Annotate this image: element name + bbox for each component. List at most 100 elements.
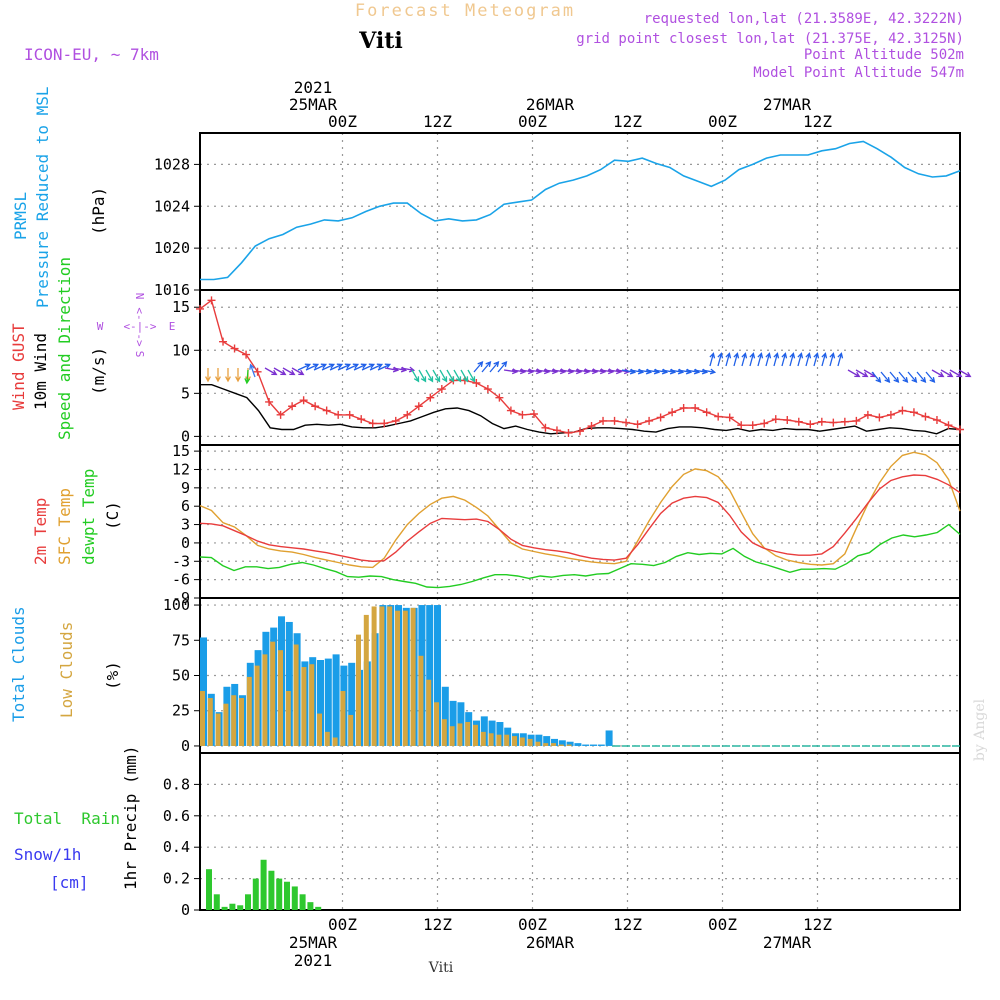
wind-arrow bbox=[781, 352, 788, 367]
low-cloud-bar bbox=[418, 655, 424, 746]
rain-bar bbox=[291, 886, 298, 910]
rain-bar bbox=[237, 905, 244, 910]
low-cloud-bar bbox=[551, 743, 556, 746]
gust-marker bbox=[311, 402, 320, 411]
rain-label: Total Rain bbox=[14, 809, 120, 828]
pressure-line bbox=[200, 140, 961, 281]
gust-marker bbox=[276, 410, 285, 419]
rain-bar bbox=[221, 906, 228, 910]
gust-marker bbox=[806, 420, 815, 429]
top-tick-label: 00Z bbox=[518, 112, 547, 131]
low-cloud-bar bbox=[348, 714, 354, 746]
rain-bar bbox=[213, 894, 220, 910]
gust-marker bbox=[242, 350, 251, 359]
top-tick-label: 12Z bbox=[803, 112, 832, 131]
low-cloud-bar bbox=[527, 738, 533, 746]
wind-arrow bbox=[432, 369, 441, 383]
wind-arrow bbox=[765, 352, 772, 367]
y-tick-label: 3 bbox=[181, 516, 190, 534]
rain-bar bbox=[229, 903, 236, 910]
wind-arrow bbox=[418, 369, 427, 383]
wind-arrow bbox=[460, 369, 469, 383]
point-altitude: Point Altitude 502m bbox=[804, 47, 964, 63]
gust-marker bbox=[852, 416, 861, 425]
gust-marker bbox=[633, 420, 642, 429]
bottom-tick-label: 00Z bbox=[708, 915, 737, 934]
y-tick-label: -9 bbox=[172, 589, 190, 607]
wind-arrow bbox=[497, 360, 508, 373]
low-cloud-bar bbox=[488, 733, 494, 746]
wind-arrow bbox=[789, 352, 796, 367]
y-tick-label: 0.8 bbox=[163, 775, 190, 793]
total-cloud-bar bbox=[426, 605, 434, 746]
gust-label: Wind GUST bbox=[9, 323, 28, 410]
location-title: Viti bbox=[358, 28, 403, 54]
wind-arrow bbox=[321, 363, 336, 371]
low-cloud-bar bbox=[309, 664, 315, 746]
y-tick-label: 15 bbox=[172, 442, 190, 460]
wind-arrow bbox=[916, 371, 927, 384]
wind-arrow bbox=[297, 363, 312, 371]
gust-marker bbox=[391, 416, 400, 425]
gust-marker bbox=[668, 408, 677, 417]
total-cloud-bar bbox=[543, 736, 551, 746]
low-cloud-bar bbox=[231, 695, 237, 746]
low-cloud-bar bbox=[293, 644, 299, 746]
y-tick-label: 0 bbox=[181, 901, 190, 919]
wind-arrow bbox=[749, 352, 756, 367]
wind-arrow bbox=[773, 352, 780, 367]
compass-south: S bbox=[133, 351, 146, 358]
wind-arrow bbox=[821, 352, 828, 367]
gust-marker bbox=[552, 426, 561, 435]
y-tick-label: -6 bbox=[172, 571, 190, 589]
gust-marker bbox=[403, 410, 412, 419]
dewpoint-line bbox=[199, 523, 961, 589]
total-cloud-bar bbox=[480, 716, 488, 746]
total-cloud-bar bbox=[449, 700, 457, 746]
wind-arrow bbox=[931, 369, 945, 378]
gust-marker bbox=[230, 344, 239, 353]
rain-bar bbox=[252, 878, 259, 910]
low-cloud-bar bbox=[387, 606, 393, 746]
gust-marker bbox=[725, 413, 734, 422]
chart-title: Forecast Meteogram bbox=[355, 1, 575, 21]
wind-arrow bbox=[481, 360, 492, 373]
wind-arrow bbox=[880, 371, 891, 384]
bottom-date-label: 26MAR bbox=[526, 933, 575, 952]
wind-arrow bbox=[282, 367, 296, 376]
total-cloud-bar bbox=[434, 605, 441, 746]
y-tick-label: 12 bbox=[172, 460, 190, 478]
low-cloud-bar bbox=[207, 698, 213, 746]
wind-arrow bbox=[249, 363, 256, 378]
y-tick-label: 1016 bbox=[154, 281, 190, 299]
wind-arrow bbox=[741, 352, 748, 367]
low-cloud-bar bbox=[473, 724, 478, 746]
gust-marker bbox=[783, 416, 792, 425]
top-tick-label: 12Z bbox=[613, 112, 642, 131]
low-cloud-bar bbox=[285, 691, 291, 746]
compass-rose: N <- W <-|-> E -> S bbox=[97, 293, 176, 358]
total-cloud-bar bbox=[332, 654, 340, 746]
wind-arrow bbox=[244, 369, 251, 385]
bottom-tick-label: 12Z bbox=[613, 915, 642, 934]
wind-arrow bbox=[829, 352, 836, 367]
low-cloud-bar bbox=[356, 634, 361, 746]
low-cloud-bar bbox=[200, 691, 205, 746]
low-cloud-bar bbox=[239, 698, 244, 746]
bottom-tick-label: 12Z bbox=[423, 915, 452, 934]
low-cloud-bar bbox=[441, 719, 447, 746]
gust-marker bbox=[414, 402, 423, 411]
wind-arrow bbox=[725, 352, 732, 367]
y-tick-label: -3 bbox=[172, 552, 190, 570]
low-cloud-bar bbox=[434, 702, 439, 746]
gust-marker bbox=[576, 427, 584, 436]
precip-panel-frame bbox=[199, 752, 961, 911]
gust-marker bbox=[921, 412, 930, 421]
wind-arrow bbox=[871, 371, 882, 384]
gust-marker bbox=[944, 421, 953, 430]
y-tick-label: 0 bbox=[181, 427, 190, 445]
compass-north: N bbox=[133, 293, 146, 300]
grid-coords: grid point closest lon,lat (21.375E, 42.… bbox=[576, 31, 964, 47]
wind-arrow bbox=[949, 369, 963, 378]
y-tick-label: 100 bbox=[163, 596, 190, 614]
